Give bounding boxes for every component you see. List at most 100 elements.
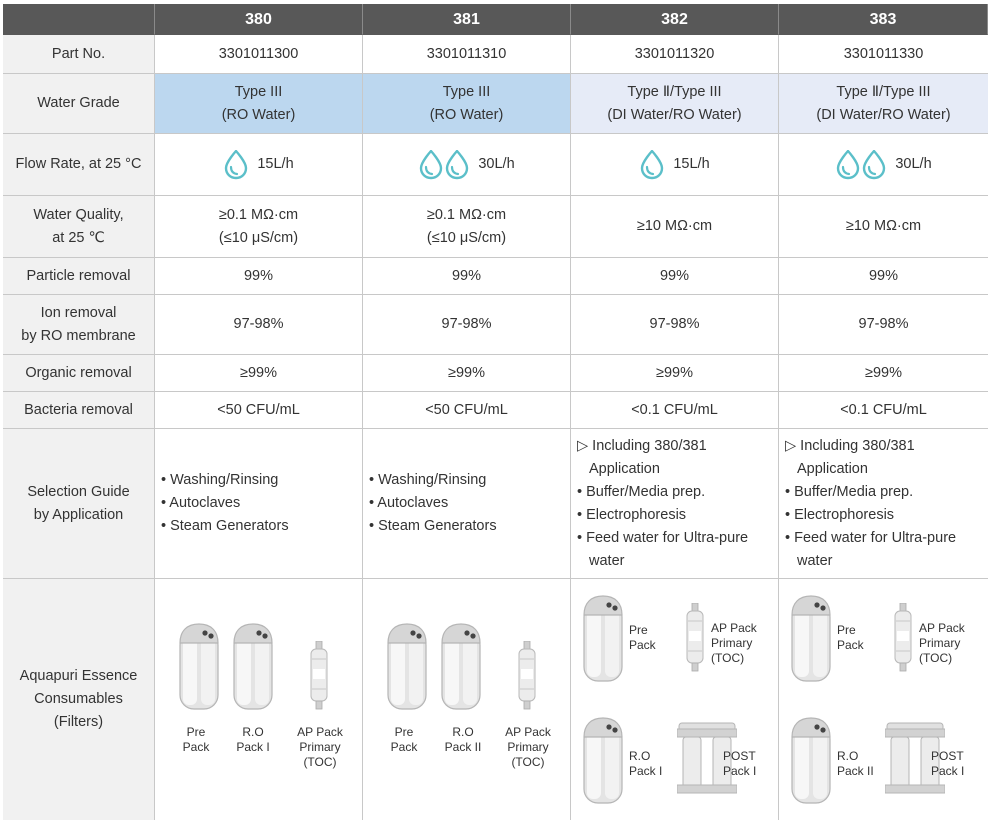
water-drop-icon (641, 149, 664, 179)
application-item: • Steam Generators (369, 518, 497, 534)
water-grade-row: Water Grade Type III (RO Water) Type III (… (3, 74, 988, 134)
label-line: Pack I (931, 764, 965, 778)
consumables-381: Pre Pack R.O Pack II AP Pack Primary (TOC) (363, 579, 571, 820)
consumables-382: Pre Pack AP Pack Primary (TOC) R.O Pack I PO… (571, 579, 779, 820)
label-line: Pre (837, 623, 856, 637)
application-item: • Washing/Rinsing (369, 472, 487, 488)
flow-rate-value: 30L/h (779, 134, 988, 196)
label-line: Pack II (444, 740, 482, 754)
label-line: Primary (299, 740, 341, 754)
application-item: • Autoclaves (369, 495, 449, 511)
grade-line: (RO Water) (429, 106, 504, 123)
label-line: (TOC) (511, 755, 545, 769)
water-grade-value: Type Ⅱ/Type III (DI Water/RO Water) (571, 74, 779, 134)
flow-rate-row: Flow Rate, at 25 °C 15L/h 30L/h 15L/h 30… (3, 134, 988, 196)
part-no-value: 3301011300 (155, 35, 363, 74)
label-line: R.O (242, 725, 264, 739)
bacteria-removal-value: <0.1 CFU/mL (571, 392, 779, 429)
label-line: (TOC) (303, 755, 337, 769)
quality-line: (≤10 μS/cm) (426, 229, 507, 246)
label-line: AP Pack (919, 621, 965, 635)
pre-pack-label: Pre Pack (629, 623, 669, 653)
label-line: by RO membrane (21, 327, 136, 344)
water-quality-value: ≥10 MΩ·cm (779, 196, 988, 258)
row-label: Part No. (3, 35, 155, 74)
pre-pack-icon (179, 623, 219, 710)
consumables-row: Aquapuri Essence Consumables (Filters) Pre… (3, 579, 988, 820)
label-line: Consumables (34, 691, 123, 707)
grade-line: (DI Water/RO Water) (816, 106, 951, 123)
consumables-380: Pre Pack R.O Pack I AP Pack Primary (TOC) (155, 579, 363, 820)
spec-table: 380 381 382 383 Part No. 3301011300 3301… (3, 4, 988, 820)
label-line: Primary (919, 636, 961, 650)
model-380-header: 380 (155, 4, 363, 35)
row-label: Particle removal (3, 258, 155, 295)
ap-pack-label: AP Pack Primary (TOC) (291, 725, 349, 770)
flow-rate-value: 30L/h (363, 134, 571, 196)
grade-line: Type III (442, 83, 491, 100)
grade-line: Type Ⅱ/Type III (627, 83, 722, 100)
particle-removal-row: Particle removal 99% 99% 99% 99% (3, 258, 988, 295)
flow-rate-text: 30L/h (895, 156, 932, 172)
grade-line: (RO Water) (221, 106, 296, 123)
label-line: Pack (390, 740, 418, 754)
bacteria-removal-value: <50 CFU/mL (155, 392, 363, 429)
ap-pack-icon (310, 641, 328, 710)
application-item: • Autoclaves (161, 495, 241, 511)
label-line: (TOC) (711, 651, 745, 665)
application-item: • Feed water for Ultra-pure (577, 529, 749, 546)
post-pack-label: POST Pack I (931, 749, 977, 779)
model-382-header: 382 (571, 4, 779, 35)
row-label: Bacteria removal (3, 392, 155, 429)
ro-pack-icon (583, 717, 623, 804)
label-line: Primary (507, 740, 549, 754)
label-line: Pack I (629, 764, 663, 778)
bacteria-removal-value: <0.1 CFU/mL (779, 392, 988, 429)
flow-rate-value: 15L/h (571, 134, 779, 196)
row-label: Aquapuri Essence Consumables (Filters) (3, 579, 155, 820)
organic-removal-value: ≥99% (779, 355, 988, 392)
pre-pack-icon (387, 623, 427, 710)
header-row: 380 381 382 383 (3, 4, 988, 35)
water-grade-value: Type III (RO Water) (363, 74, 571, 134)
ro-pack-label: R.O Pack I (233, 725, 273, 755)
label-line: Selection Guide (27, 483, 130, 500)
water-drop-icon (837, 149, 860, 179)
ion-removal-value: 97-98% (155, 295, 363, 355)
label-line: Water Quality, (33, 206, 124, 223)
particle-removal-value: 99% (571, 258, 779, 295)
row-label: Selection Guide by Application (3, 429, 155, 579)
water-grade-value: Type Ⅱ/Type III (DI Water/RO Water) (779, 74, 988, 134)
label-line: Pack (182, 740, 210, 754)
grade-line: Type III (234, 83, 283, 100)
water-drop-icon (863, 149, 886, 179)
label-line: Pre (186, 725, 206, 739)
ro-pack-label: R.O Pack II (837, 749, 881, 779)
label-line: AP Pack (505, 725, 551, 739)
application-list: ▷ Including 380/381 Application • Buffer… (571, 429, 779, 579)
label-line: at 25 ℃ (52, 229, 105, 246)
water-drop-icons (418, 149, 470, 180)
water-quality-value: ≥0.1 MΩ·cm (≤10 μS/cm) (363, 196, 571, 258)
water-drop-icons (223, 149, 249, 180)
ro-pack-icon (791, 717, 831, 804)
water-drop-icons (835, 149, 887, 180)
pre-pack-label: Pre Pack (837, 623, 877, 653)
grade-line: (DI Water/RO Water) (607, 106, 742, 123)
label-line: Pre (394, 725, 414, 739)
ap-pack-label: AP Pack Primary (TOC) (711, 621, 771, 666)
label-line: Aquapuri Essence (19, 668, 138, 684)
label-line: R.O (452, 725, 474, 739)
row-label: Flow Rate, at 25 °C (3, 134, 155, 196)
pre-pack-label: Pre Pack (179, 725, 213, 755)
label-line: AP Pack (711, 621, 757, 635)
application-item: ▷ Including 380/381 (785, 437, 915, 454)
particle-removal-value: 99% (363, 258, 571, 295)
ion-removal-row: Ion removal by RO membrane 97-98% 97-98% … (3, 295, 988, 355)
ap-pack-icon (894, 603, 912, 672)
ro-pack-icon (233, 623, 273, 710)
application-item: • Washing/Rinsing (161, 472, 279, 488)
label-line: Pack (629, 638, 656, 652)
post-pack-label: POST Pack I (723, 749, 769, 779)
ion-removal-value: 97-98% (363, 295, 571, 355)
